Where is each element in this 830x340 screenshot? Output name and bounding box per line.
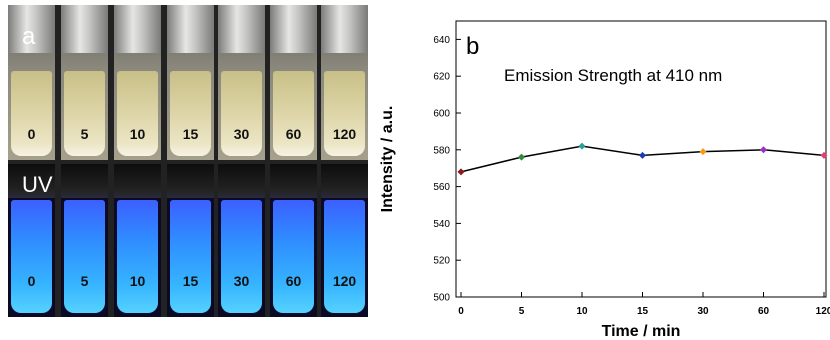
x-tick-label: 5: [519, 306, 525, 317]
x-axis-ticks: 0 5 10 15 30 60 120: [458, 292, 830, 317]
vial-uv-5: 5: [61, 164, 108, 317]
vial-cap: [321, 164, 368, 198]
vial-visible-5: 5: [61, 5, 108, 160]
y-tick-label: 600: [433, 109, 450, 120]
vial-time-label: 5: [80, 126, 89, 142]
x-tick-label: 120: [816, 306, 830, 317]
data-point-15: [639, 151, 646, 159]
plot-frame: [455, 20, 827, 298]
vial-uv-10: 10: [114, 164, 161, 317]
vial-cap: [167, 5, 214, 53]
x-tick-label: 60: [758, 306, 770, 317]
vial-solution: [324, 71, 365, 156]
vial-uv-0: 0: [8, 164, 55, 317]
vial-solution: [170, 71, 211, 156]
vial-uv-120: 120: [321, 164, 368, 317]
vial-time-label: 120: [332, 273, 357, 289]
vial-cap: [61, 5, 108, 53]
vial-time-label: 0: [27, 273, 36, 289]
vial-time-label: 15: [182, 273, 199, 289]
vial-cap: [114, 164, 161, 198]
vial-cap: [270, 164, 317, 198]
vial-uv-15: 15: [167, 164, 214, 317]
x-axis-label: Time / min: [602, 323, 681, 340]
vial-solution: [64, 200, 105, 313]
vial-solution: [324, 200, 365, 313]
data-point-0: [457, 168, 465, 176]
data-point-60: [760, 146, 767, 154]
panel-label-b: b: [466, 33, 479, 60]
y-tick-label: 640: [433, 35, 450, 46]
y-tick-label: 540: [433, 219, 450, 230]
vial-visible-10: 10: [114, 5, 161, 160]
vial-time-label: 30: [233, 273, 250, 289]
vial-cap: [61, 164, 108, 198]
vial-visible-30: 30: [218, 5, 265, 160]
vial-time-label: 30: [233, 126, 250, 142]
vial-solution: [11, 200, 52, 313]
data-point-5: [518, 153, 525, 161]
data-point-10: [578, 142, 586, 150]
vial-visible-120: 120: [321, 5, 368, 160]
vial-time-label: 5: [80, 273, 89, 289]
y-tick-label: 500: [433, 293, 450, 304]
chart-title: Emission Strength at 410 nm: [504, 66, 722, 85]
emission-chart: 500 520 540 560 580 600 620 640 0 5 10 15 30 60 120 b…: [379, 20, 830, 340]
uv-label: UV: [22, 172, 53, 197]
y-tick-label: 560: [433, 182, 450, 193]
vial-solution: [221, 71, 262, 156]
vial-time-label: 60: [285, 273, 302, 289]
vial-time-label: 15: [182, 126, 199, 142]
x-tick-label: 30: [697, 306, 709, 317]
y-tick-label: 580: [433, 145, 450, 156]
vial-time-label: 120: [332, 126, 357, 142]
vial-time-label: 0: [27, 126, 36, 142]
vial-uv-60: 60: [270, 164, 317, 317]
series-line: [460, 145, 825, 173]
vial-cap: [8, 164, 55, 198]
vial-visible-60: 60: [270, 5, 317, 160]
vial-time-label: 10: [129, 126, 146, 142]
vial-solution: [170, 200, 211, 313]
data-point-30: [699, 148, 707, 156]
vial-cap: [167, 164, 214, 198]
vial-solution: [117, 71, 158, 156]
x-tick-label: 15: [637, 306, 649, 317]
vial-cap: [218, 5, 265, 53]
y-axis-label: Intensity / a.u.: [379, 106, 396, 213]
vial-visible-15: 15: [167, 5, 214, 160]
vial-cap: [321, 5, 368, 53]
x-tick-label: 10: [576, 306, 588, 317]
vial-solution: [11, 71, 52, 156]
vial-cap: [8, 5, 55, 53]
vial-cap: [218, 164, 265, 198]
vial-solution: [273, 200, 314, 313]
vial-solution: [273, 71, 314, 156]
data-markers: [457, 142, 828, 176]
vial-time-label: 10: [129, 273, 146, 289]
vial-visible-0: 0: [8, 5, 55, 160]
vial-solution: [221, 200, 262, 313]
vial-cap: [114, 5, 161, 53]
panel-label-a: a: [22, 23, 36, 50]
vial-photo-panel: 0 5 10 15 30 60 120 0 5 10 15 30 60 120 a UV: [8, 5, 368, 317]
vial-solution: [117, 200, 158, 313]
vial-uv-30: 30: [218, 164, 265, 317]
data-point-120: [820, 151, 828, 159]
y-tick-label: 620: [433, 72, 450, 83]
x-tick-label: 0: [458, 306, 464, 317]
y-tick-label: 520: [433, 256, 450, 267]
y-axis-ticks: 500 520 540 560 580 600 620 640: [433, 35, 461, 304]
vial-cap: [270, 5, 317, 53]
vial-solution: [64, 71, 105, 156]
vial-time-label: 60: [285, 126, 302, 142]
